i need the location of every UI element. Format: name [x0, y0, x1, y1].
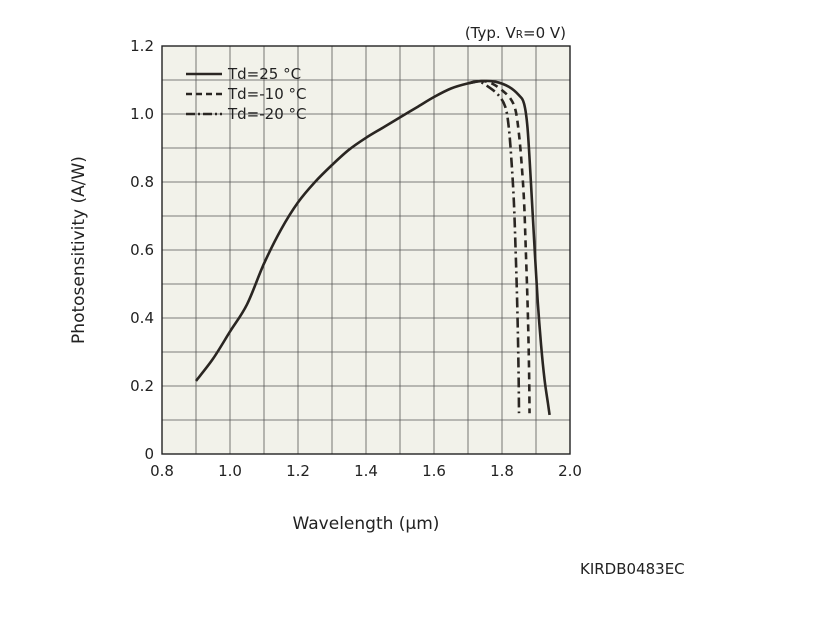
- y-tick-label: 1.0: [130, 105, 154, 123]
- legend-label: Td=-10 °C: [227, 85, 307, 103]
- x-tick-label: 1.4: [354, 462, 378, 480]
- series-line-3: [467, 79, 521, 414]
- y-tick-label: 1.2: [130, 37, 154, 55]
- condition-label: (Typ. VR=0 V): [465, 24, 566, 42]
- legend-label: Td=25 °C: [227, 65, 301, 83]
- series-line-1: [194, 79, 551, 416]
- y-tick-label: 0.4: [130, 309, 154, 327]
- y-axis-ticks: 0 0.2 0.4 0.6 0.8 1.0 1.2: [130, 37, 154, 463]
- x-tick-label: 1.0: [218, 462, 242, 480]
- y-tick-label: 0.6: [130, 241, 154, 259]
- document-code: KIRDB0483EC: [580, 560, 685, 578]
- x-axis-ticks: 0.8 1.0 1.2 1.4 1.6 1.8 2.0: [150, 462, 582, 480]
- y-axis-label: Photosensitivity (A/W): [69, 156, 89, 344]
- legend-label: Td=-20 °C: [227, 105, 307, 123]
- x-tick-label: 1.8: [490, 462, 514, 480]
- y-tick-label: 0.2: [130, 377, 154, 395]
- x-tick-label: 2.0: [558, 462, 582, 480]
- x-tick-label: 1.6: [422, 462, 446, 480]
- series-curves: [194, 79, 551, 416]
- y-tick-label: 0.8: [130, 173, 154, 191]
- x-tick-label: 1.2: [286, 462, 310, 480]
- series-line-2: [467, 79, 531, 414]
- legend: Td=25 °C Td=-10 °C Td=-20 °C: [186, 65, 307, 123]
- x-axis-label: Wavelength (µm): [293, 514, 440, 534]
- grid: [162, 46, 570, 454]
- y-tick-label: 0: [144, 445, 154, 463]
- plot-frame: [161, 45, 571, 455]
- x-tick-label: 0.8: [150, 462, 174, 480]
